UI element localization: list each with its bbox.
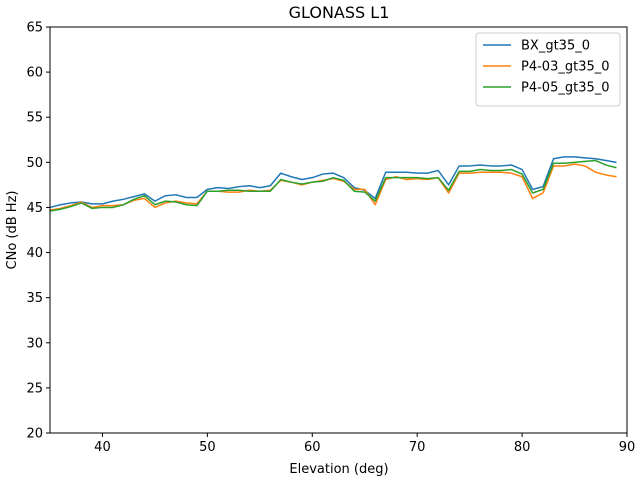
y-axis-ticks: 20 25 30 35 40 45 50 55 60 65: [26, 21, 50, 442]
y-tick-label: 35: [26, 291, 43, 306]
y-tick-label: 50: [26, 156, 43, 171]
series-line: [49, 159, 617, 212]
x-axis-label: Elevation (deg): [289, 462, 388, 477]
y-tick-label: 60: [26, 66, 43, 81]
x-tick-label: 40: [94, 440, 111, 455]
x-tick-label: 80: [514, 440, 531, 455]
y-tick-label: 25: [26, 381, 43, 396]
legend-label: P4-05_gt35_0: [521, 81, 610, 96]
x-tick-label: 70: [409, 440, 426, 455]
plot-frame: [49, 26, 628, 434]
x-axis-ticks: 40 50 60 70 80 90: [94, 433, 635, 455]
y-axis-label: CNo (dB Hz): [5, 191, 20, 270]
y-tick-label: 30: [26, 336, 43, 351]
y-tick-label: 65: [26, 21, 43, 36]
y-tick-label: 55: [26, 111, 43, 126]
series-line: [49, 163, 617, 211]
y-tick-label: 20: [26, 427, 43, 442]
series-line: [49, 156, 617, 209]
y-tick-label: 45: [26, 201, 43, 216]
x-tick-label: 90: [619, 440, 636, 455]
x-tick-label: 50: [199, 440, 216, 455]
chart-title: GLONASS L1: [289, 3, 390, 22]
y-tick-label: 40: [26, 246, 43, 261]
legend-label: P4-03_gt35_0: [521, 60, 610, 75]
legend-box: [475, 32, 621, 107]
plot-lines: [49, 156, 617, 212]
x-tick-label: 60: [304, 440, 321, 455]
legend-label: BX_gt35_0: [521, 39, 590, 54]
legend: BX_gt35_0 P4-03_gt35_0 P4-05_gt35_0: [475, 32, 621, 107]
